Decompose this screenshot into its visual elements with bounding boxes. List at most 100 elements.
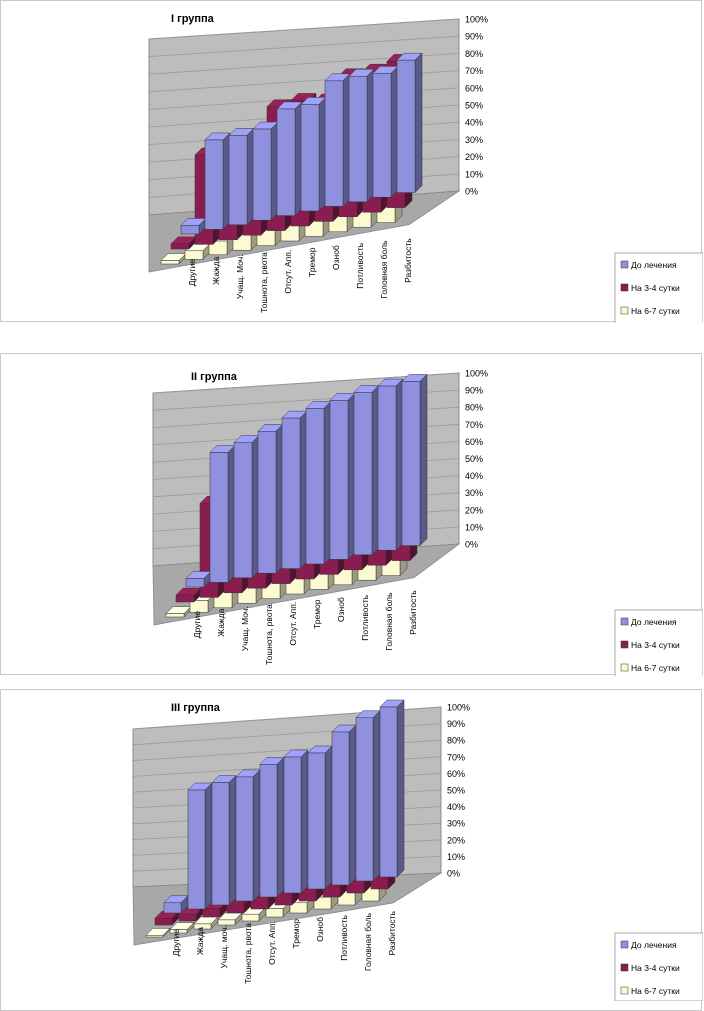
category-label: Головная боль: [384, 592, 394, 651]
y-tick-label: 90%: [447, 719, 465, 729]
chart-title: II группа: [191, 371, 238, 383]
chart-group-1: 0% 10% 20% 30% 40% 50% 60% 70% 80% 90% 100% Другие Ж…: [148, 13, 703, 323]
bar: [204, 132, 231, 231]
y-tick-label: 90%: [465, 386, 483, 396]
category-label: Разбитость: [408, 590, 418, 635]
legend-swatch: [620, 663, 629, 672]
legend-label: На 6-7 сутки: [631, 306, 680, 316]
category-label: Отсут. Апп.: [267, 921, 277, 965]
legend-swatch: [620, 940, 629, 949]
legend-label: На 6-7 сутки: [631, 986, 680, 996]
chart-group-3: 0% 10% 20% 30% 40% 50% 60% 70% 80% 90% 100% Другие Ж…: [132, 699, 703, 1001]
y-tick-label: 0%: [465, 540, 478, 550]
bar: [329, 392, 356, 561]
category-label: Тремор: [291, 919, 301, 949]
y-tick-label: 60%: [447, 769, 465, 779]
y-tick-label: 30%: [447, 819, 465, 829]
bar: [377, 378, 404, 551]
y-tick-label: 100%: [465, 369, 488, 379]
y-tick-label: 50%: [465, 101, 483, 111]
y-tick-label: 30%: [465, 488, 483, 498]
category-label: Озноб: [331, 245, 341, 270]
bar: [259, 756, 285, 898]
legend: До лечения На 3-4 сутки На 6-7 сутки: [614, 252, 703, 323]
category-label: Головная боль: [379, 240, 389, 299]
bar: [331, 724, 357, 886]
bar: [355, 710, 381, 882]
category-label: Другие: [187, 259, 197, 286]
bar: [324, 73, 351, 208]
y-tick-label: 50%: [447, 786, 465, 796]
category-label: Другие: [192, 611, 202, 638]
y-tick-label: 40%: [465, 118, 483, 128]
bar: [372, 65, 399, 198]
category-label: Тошнота, рвота: [264, 604, 274, 665]
bar: [233, 435, 260, 579]
chart-panel-3: 0% 10% 20% 30% 40% 50% 60% 70% 80% 90% 100% Другие Ж…: [0, 689, 703, 1011]
chart-title: III группа: [171, 702, 221, 714]
category-label: Тремор: [307, 247, 317, 277]
legend-label: До лечения: [631, 617, 677, 627]
y-tick-label: 90%: [465, 32, 483, 42]
chart-group-2: 0% 10% 20% 30% 40% 50% 60% 70% 80% 90% 100% Другие Ж…: [152, 369, 703, 676]
bar: [396, 52, 423, 194]
legend: До лечения На 3-4 сутки На 6-7 сутки: [614, 609, 703, 676]
category-label: Учащ. Моч.: [235, 254, 245, 299]
bar: [228, 127, 255, 226]
category-label: Разбитость: [403, 238, 413, 283]
category-label: Отсут. Апп.: [288, 602, 298, 646]
gridline: [148, 35, 460, 57]
bar: [235, 769, 261, 902]
y-tick-label: 10%: [465, 169, 483, 179]
chart-panel-1: 0% 10% 20% 30% 40% 50% 60% 70% 80% 90% 100% Другие Ж…: [0, 0, 703, 323]
bar: [175, 587, 202, 603]
category-label: Потливость: [360, 594, 370, 640]
category-label: Тошнота, рвота: [259, 252, 269, 313]
y-tick-label: 100%: [465, 15, 488, 25]
legend-label: До лечения: [631, 940, 677, 950]
legend-label: На 3-4 сутки: [631, 963, 680, 973]
y-tick-label: 0%: [465, 187, 478, 197]
y-tick-label: 10%: [447, 852, 465, 862]
category-label: Потливость: [355, 242, 365, 288]
legend-label: На 3-4 сутки: [631, 640, 680, 650]
category-label: Головная боль: [363, 912, 373, 971]
category-label: Потливость: [339, 914, 349, 960]
legend-label: На 3-4 сутки: [631, 283, 680, 293]
y-tick-label: 20%: [465, 152, 483, 162]
bar: [401, 373, 428, 547]
category-label: Озноб: [336, 597, 346, 622]
y-tick-label: 20%: [447, 835, 465, 845]
y-tick-label: 100%: [447, 703, 470, 713]
bar: [252, 121, 279, 221]
legend-swatch: [620, 986, 629, 995]
legend-label: До лечения: [631, 260, 677, 270]
legend-swatch: [620, 617, 629, 626]
bar: [276, 101, 303, 217]
y-tick-label: 20%: [465, 505, 483, 515]
legend-swatch: [620, 283, 629, 292]
bar: [307, 745, 333, 890]
bar: [193, 916, 219, 930]
y-tick-label: 40%: [447, 802, 465, 812]
bar: [165, 605, 192, 618]
legend-swatch: [620, 306, 629, 315]
bar: [187, 782, 213, 910]
bar: [300, 96, 327, 212]
y-tick-label: 70%: [447, 752, 465, 762]
legend-swatch: [620, 260, 629, 269]
bar: [348, 68, 375, 203]
bar: [145, 927, 171, 938]
bar: [281, 410, 308, 570]
y-tick-label: 40%: [465, 471, 483, 481]
category-label: Жажда: [211, 256, 221, 284]
bar: [257, 423, 284, 574]
category-label: Другие: [171, 929, 181, 956]
category-label: Учащ. моч.: [219, 925, 229, 968]
y-tick-label: 70%: [465, 66, 483, 76]
bar: [211, 774, 237, 906]
category-label: Тошнота, рвота: [243, 923, 253, 984]
legend-swatch: [620, 963, 629, 972]
y-tick-label: 70%: [465, 420, 483, 430]
bar: [209, 444, 236, 584]
